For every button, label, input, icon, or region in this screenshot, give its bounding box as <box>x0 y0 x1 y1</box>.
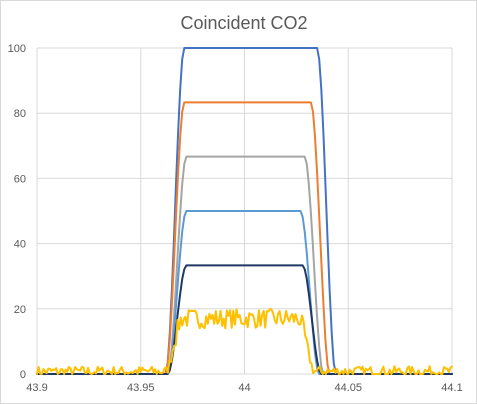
y-tick-label: 100 <box>8 43 26 55</box>
x-tick-label: 44.05 <box>334 382 362 394</box>
x-tick-label: 43.9 <box>26 382 47 394</box>
series-lines <box>36 47 453 375</box>
tick-labels: 0 20 40 60 80 100 43.9 43.95 44 44.05 44.1 <box>8 43 463 394</box>
y-tick-label: 20 <box>14 304 26 316</box>
y-tick-label: 0 <box>20 369 26 381</box>
x-tick-label: 44.1 <box>441 382 462 394</box>
y-tick-label: 80 <box>14 108 26 120</box>
y-tick-label: 40 <box>14 239 26 251</box>
y-tick-label: 60 <box>14 173 26 185</box>
x-tick-label: 44 <box>238 382 250 394</box>
chart-title: Coincident CO2 <box>180 13 307 33</box>
x-tick-label: 43.95 <box>127 382 155 394</box>
series-line-6 <box>36 307 453 375</box>
